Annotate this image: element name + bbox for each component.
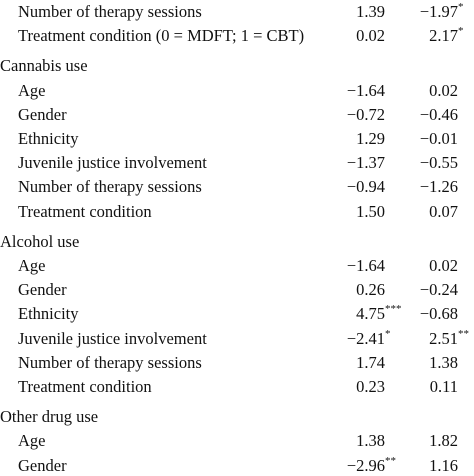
cell-value: 2.17: [429, 26, 458, 46]
cell-value: 1.74: [356, 352, 385, 372]
cell-value: −1.37: [346, 153, 385, 173]
row-label: Number of therapy sessions: [18, 352, 202, 372]
cell-value: 1.38: [356, 431, 385, 451]
cell-value: −0.01: [419, 129, 458, 148]
cell-value: −1.97: [419, 2, 458, 21]
cell-value: 4.75: [356, 304, 385, 324]
row-label: Treatment condition (0 = MDFT; 1 = CBT): [18, 26, 305, 46]
row-label: Treatment condition: [18, 377, 152, 396]
cell-value: 0.26: [356, 280, 385, 300]
cell-value: 1.39: [356, 2, 385, 21]
row-label: Gender: [18, 455, 67, 475]
significance: *: [458, 1, 464, 13]
group-heading: Alcohol use: [0, 231, 80, 251]
significance: *: [385, 327, 391, 340]
row-label: Ethnicity: [18, 304, 79, 324]
significance: **: [458, 327, 469, 340]
row-label: Gender: [18, 104, 67, 124]
cell-value: −0.94: [346, 177, 385, 197]
cell-value: −1.26: [419, 177, 458, 197]
cell-value: −0.72: [346, 104, 385, 124]
cell-value: −1.64: [346, 80, 385, 100]
cell-value: 1.50: [356, 201, 385, 221]
cell-value: −2.96: [346, 455, 385, 475]
row-label: Treatment condition: [18, 201, 152, 221]
cell-value: −2.41: [346, 328, 385, 348]
row-label: Number of therapy sessions: [18, 177, 202, 197]
cell-value: −0.55: [419, 153, 458, 173]
row-label: Age: [18, 431, 46, 451]
row-label: Juvenile justice involvement: [18, 153, 207, 173]
cell-value: −1.64: [346, 256, 385, 275]
cell-value: 0.02: [429, 80, 458, 100]
group-heading: Cannabis use: [0, 56, 88, 76]
cell-value: −0.46: [419, 104, 458, 124]
row-label: Number of therapy sessions: [18, 2, 202, 21]
row-label: Age: [18, 80, 46, 100]
group-heading: Other drug use: [0, 407, 99, 427]
row-label: Ethnicity: [18, 129, 79, 148]
cell-value: 2.51: [429, 328, 458, 348]
cell-value: 1.82: [429, 431, 458, 451]
cell-value: −0.68: [419, 304, 458, 324]
row-label: Age: [18, 256, 46, 275]
cell-value: 1.29: [356, 129, 385, 148]
significance: *: [458, 25, 464, 38]
cell-value: 0.07: [429, 201, 458, 221]
row-label: Gender: [18, 280, 67, 300]
cell-value: 0.02: [429, 256, 458, 275]
significance: **: [385, 454, 396, 467]
cell-value: 0.23: [356, 377, 385, 396]
cell-value: 1.16: [429, 455, 458, 475]
row-label: Juvenile justice involvement: [18, 328, 207, 348]
cell-value: −0.24: [419, 280, 458, 300]
cell-value: 1.38: [429, 352, 458, 372]
cell-value: 0.02: [356, 26, 385, 46]
cell-value: 0.11: [429, 377, 458, 396]
significance: ***: [385, 303, 402, 316]
